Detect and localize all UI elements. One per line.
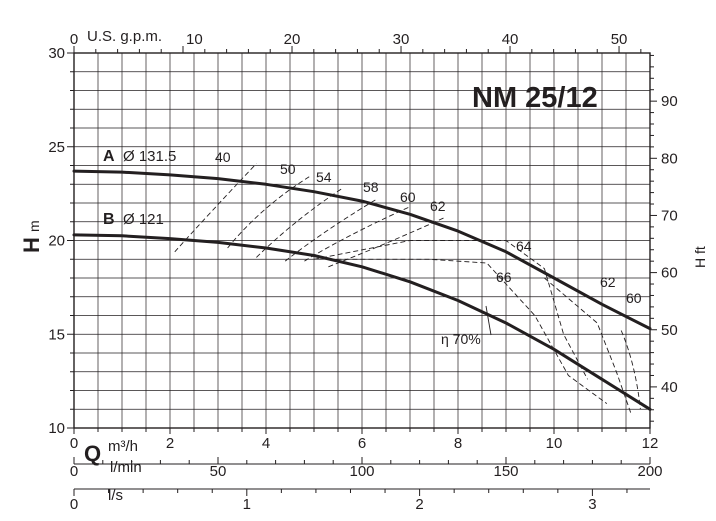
eff-label-54: 54 bbox=[316, 169, 332, 185]
m3h-tick-label: 10 bbox=[546, 435, 563, 452]
m3h-tick-label: 4 bbox=[262, 435, 270, 452]
ls-tick-label: 1 bbox=[243, 496, 251, 513]
gpm-unit-label: U.S. g.p.m. bbox=[87, 28, 162, 45]
h-ft-tick-label: 60 bbox=[661, 265, 678, 282]
ls-tick-label: 2 bbox=[415, 496, 423, 513]
pump-curve-a bbox=[72, 169, 652, 331]
h-ft-tick-label: 90 bbox=[661, 93, 678, 110]
eff-70-leader-line bbox=[485, 305, 492, 336]
efficiency-curve bbox=[256, 187, 344, 258]
q-axis-label: Q bbox=[84, 441, 101, 466]
m3h-tick-label: 8 bbox=[454, 435, 462, 452]
h-tick-label: 30 bbox=[48, 45, 65, 62]
lmin-unit-label: l/min bbox=[110, 459, 142, 476]
h-tick-label: 20 bbox=[48, 233, 65, 250]
pump-curve-b bbox=[72, 233, 652, 411]
h-axis-unit: m bbox=[26, 220, 42, 232]
gpm-tick-label: 0 bbox=[70, 31, 78, 48]
eff-label-50: 50 bbox=[280, 161, 296, 177]
efficiency-curve bbox=[313, 240, 588, 380]
efficiency-curve bbox=[620, 330, 641, 410]
gpm-tick-label: 50 bbox=[611, 31, 628, 48]
eff-label-62: 62 bbox=[430, 198, 446, 214]
eff-label-70: η 70% bbox=[441, 331, 481, 347]
lmin-tick-label: 150 bbox=[493, 463, 518, 480]
h-tick-label: 25 bbox=[48, 139, 65, 156]
m3h-unit-label: m³/h bbox=[108, 438, 138, 455]
h-axis-label: H bbox=[19, 237, 44, 253]
efficiency-curve bbox=[284, 198, 377, 262]
m3h-tick-label: 2 bbox=[166, 435, 174, 452]
lmin-tick-label: 50 bbox=[210, 463, 227, 480]
lmin-tick-label: 200 bbox=[637, 463, 662, 480]
m3h-tick-label: 12 bbox=[642, 435, 659, 452]
m3h-tick-label: 6 bbox=[358, 435, 366, 452]
h-ft-tick-label: 40 bbox=[661, 379, 678, 396]
curve-b-letter: B bbox=[103, 211, 115, 228]
gpm-tick-label: 10 bbox=[186, 31, 203, 48]
ls-tick-label: 0 bbox=[70, 496, 78, 513]
eff-label-66: 66 bbox=[496, 269, 512, 285]
h-tick-label: 15 bbox=[48, 326, 65, 343]
eff-label-40: 40 bbox=[215, 149, 231, 165]
efficiency-curve bbox=[304, 206, 411, 262]
ls-tick-label: 3 bbox=[588, 496, 596, 513]
efficiency-curve bbox=[328, 258, 608, 404]
ls-unit-label: l/s bbox=[108, 487, 123, 504]
gpm-tick-label: 20 bbox=[284, 31, 301, 48]
chart-title: NM 25/12 bbox=[472, 82, 598, 114]
curve-a-letter: A bbox=[103, 148, 115, 165]
chart-grid bbox=[74, 53, 650, 428]
pump-curves bbox=[72, 169, 652, 411]
h-ft-tick-label: 80 bbox=[661, 150, 678, 167]
gpm-tick-label: 30 bbox=[393, 31, 410, 48]
efficiency-curve bbox=[227, 176, 310, 249]
eff-label-58: 58 bbox=[363, 179, 379, 195]
eff-label-60-right: 60 bbox=[626, 290, 642, 306]
h-ft-axis-label: H ft bbox=[692, 246, 708, 268]
curve-b-diameter: Ø 121 bbox=[123, 211, 164, 228]
eff-label-62-right: 62 bbox=[600, 274, 616, 290]
h-ft-tick-label: 50 bbox=[661, 322, 678, 339]
lmin-tick-label: 0 bbox=[70, 463, 78, 480]
chart-labels: NM 25/12 H m H ft Q U.S. g.p.m. m³/h l/m… bbox=[19, 28, 708, 504]
h-tick-label: 10 bbox=[48, 420, 65, 437]
gpm-tick-label: 40 bbox=[502, 31, 519, 48]
h-ft-tick-label: 70 bbox=[661, 207, 678, 224]
m3h-tick-label: 0 bbox=[70, 435, 78, 452]
curve-a-diameter: Ø 131.5 bbox=[123, 148, 176, 165]
eff-label-64: 64 bbox=[516, 238, 532, 254]
efficiency-curve bbox=[544, 277, 632, 414]
lmin-tick-label: 100 bbox=[349, 463, 374, 480]
efficiency-curve bbox=[174, 163, 257, 253]
eff-label-60: 60 bbox=[400, 189, 416, 205]
